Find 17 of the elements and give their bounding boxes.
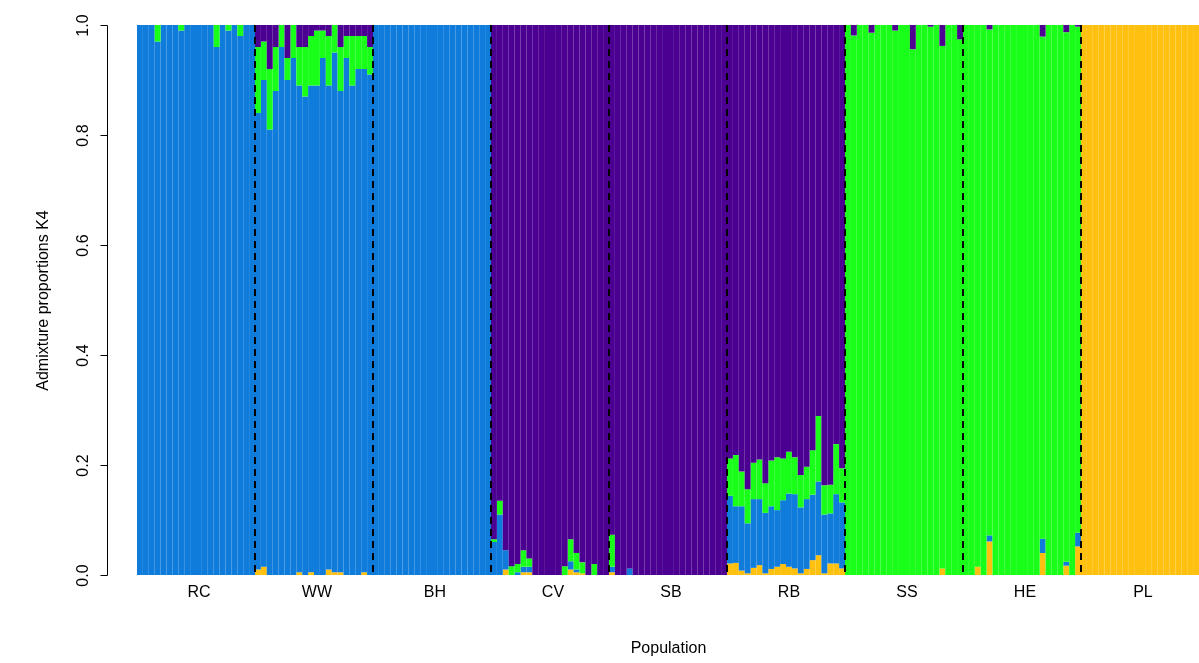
x-axis-title: Population xyxy=(630,638,707,656)
x-tick-label: SS xyxy=(896,582,918,600)
y-tick-label: 0.2 xyxy=(73,454,91,477)
y-tick-label: 0.4 xyxy=(73,344,91,367)
y-tick-label: 1.0 xyxy=(73,14,91,37)
x-tick-label: HE xyxy=(1013,582,1037,600)
y-tick-label: 0.6 xyxy=(73,234,91,257)
x-tick-label: SB xyxy=(660,582,682,600)
x-tick-label: RB xyxy=(777,582,801,600)
x-tick-label: BH xyxy=(423,582,447,600)
x-tick-label: PL xyxy=(1133,582,1153,600)
y-tick-label: 0.0 xyxy=(73,564,91,587)
y-tick-label: 0.8 xyxy=(73,124,91,147)
x-tick-label: WW xyxy=(301,582,333,600)
y-axis-title: Admixture proportions K4 xyxy=(33,210,51,391)
x-tick-label: CV xyxy=(541,582,565,600)
x-tick-label: RC xyxy=(187,582,211,600)
